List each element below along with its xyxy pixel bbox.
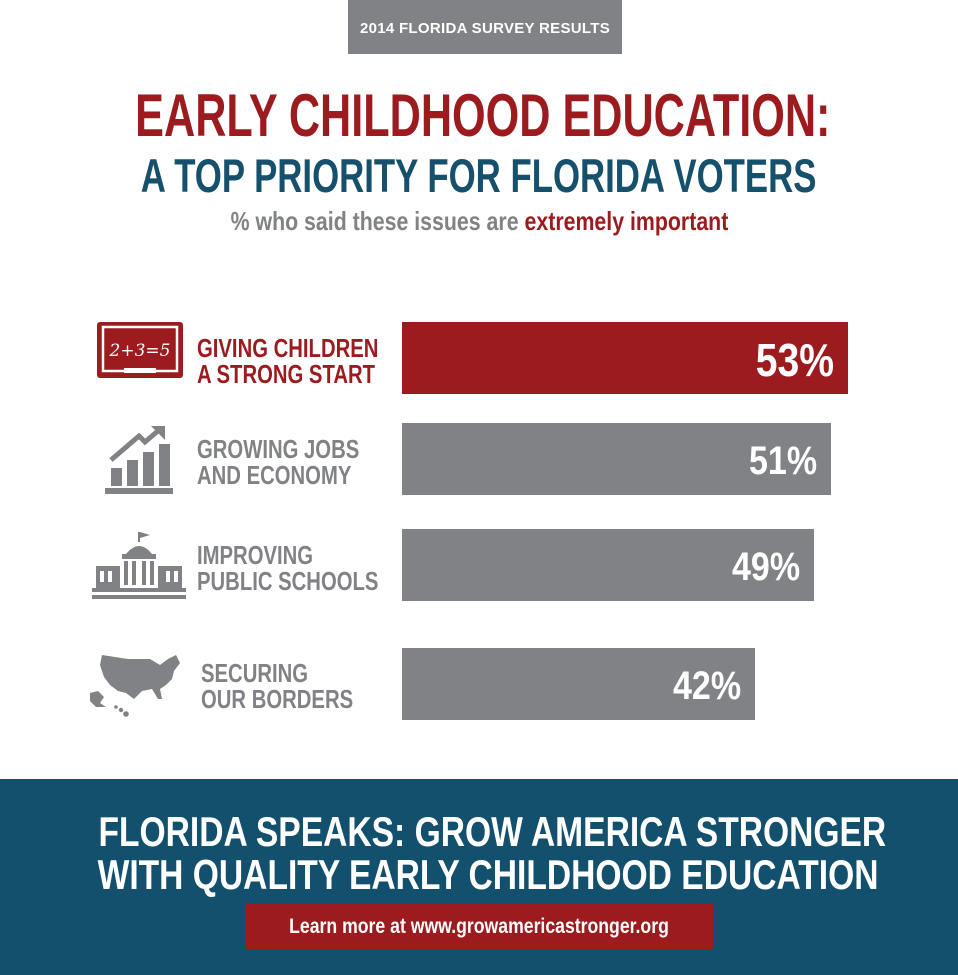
chalkboard-icon: 2+3=5	[96, 316, 184, 385]
svg-text:2+3=5: 2+3=5	[109, 341, 171, 361]
bar: 42%	[402, 648, 755, 720]
category-label-line: GROWING JOBS	[197, 434, 360, 464]
title-line-2-text: A TOP PRIORITY FOR FLORIDA VOTERS	[141, 149, 817, 202]
category-label-line: A STRONG START	[197, 359, 376, 389]
capitol-building-icon	[92, 530, 186, 605]
footer-headline-2-text: WITH QUALITY EARLY CHILDHOOD EDUCATION	[97, 851, 879, 898]
bar-value-label: 49%	[731, 545, 800, 589]
learn-more-text: Learn more at www.growamericastronger.or…	[289, 915, 669, 938]
title-line-1: EARLY CHILDHOOD EDUCATION:	[0, 80, 958, 152]
bar: 49%	[402, 529, 814, 601]
growth-chart-icon	[103, 424, 175, 501]
footer-headline-2: WITH QUALITY EARLY CHILDHOOD EDUCATION	[0, 852, 958, 898]
bar: 51%	[402, 423, 831, 495]
category-label-line: PUBLIC SCHOOLS	[197, 566, 379, 596]
category-label-line: IMPROVING	[197, 540, 314, 570]
footer-banner: FLORIDA SPEAKS: GROW AMERICA STRONGER WI…	[0, 779, 958, 975]
bar-value-label: 53%	[755, 334, 834, 386]
category-label-line: AND ECONOMY	[197, 460, 352, 490]
survey-tag: 2014 FLORIDA SURVEY RESULTS	[348, 0, 622, 54]
subtitle-text: % who said these issues are extremely im…	[230, 204, 728, 238]
learn-more-link[interactable]: Learn more at www.growamericastronger.or…	[245, 904, 713, 949]
footer-headline-1: FLORIDA SPEAKS: GROW AMERICA STRONGER	[0, 809, 958, 855]
footer-headline-1-text: FLORIDA SPEAKS: GROW AMERICA STRONGER	[98, 808, 887, 855]
category-label-line: GIVING CHILDREN	[197, 333, 379, 363]
bar-value-label: 42%	[672, 664, 741, 708]
bar: 53%	[402, 322, 848, 394]
title-line-2: A TOP PRIORITY FOR FLORIDA VOTERS	[0, 146, 958, 206]
subtitle: % who said these issues are extremely im…	[0, 204, 958, 238]
bar-value-label: 51%	[748, 439, 817, 483]
us-map-icon	[88, 649, 188, 724]
category-label: IMPROVING PUBLIC SCHOOLS	[197, 542, 378, 594]
title-line-1-text: EARLY CHILDHOOD EDUCATION:	[135, 82, 831, 149]
category-label: SECURING OUR BORDERS	[201, 660, 353, 712]
category-label-line: SECURING	[201, 658, 309, 688]
subtitle-emphasis: extremely important	[524, 206, 728, 236]
category-label: GIVING CHILDREN A STRONG START	[197, 335, 378, 387]
category-label-line: OUR BORDERS	[201, 684, 354, 714]
subtitle-prefix: % who said these issues are	[230, 206, 519, 236]
category-label: GROWING JOBS AND ECONOMY	[197, 436, 359, 488]
